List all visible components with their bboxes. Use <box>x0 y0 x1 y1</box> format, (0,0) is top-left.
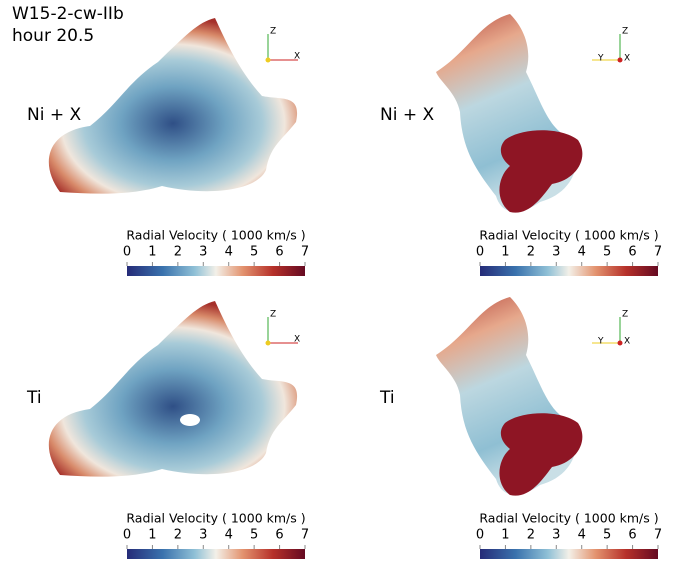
colorbar-tick-label: 0 <box>123 528 131 543</box>
colorbar-tick-label: 3 <box>199 245 207 260</box>
panel-label: Ti <box>379 388 395 408</box>
colorbar-tick-label: 3 <box>552 245 560 260</box>
render <box>436 297 583 496</box>
colorbar-title: Radial Velocity ( 1000 km/s ) <box>479 228 658 243</box>
colorbar-tick-label: 0 <box>123 245 131 260</box>
axis-label: Z <box>622 27 628 37</box>
axis-origin <box>617 340 623 346</box>
render <box>436 14 583 213</box>
colorbar-tick-label: 7 <box>301 245 309 260</box>
axis-origin <box>265 340 271 346</box>
colorbar-tick-label: 5 <box>603 245 611 260</box>
render <box>48 18 298 194</box>
colorbar-tick-label: 3 <box>199 528 207 543</box>
colorbar-tick-label: 0 <box>476 528 484 543</box>
panel-label: Ti <box>26 388 42 408</box>
axis-label: X <box>624 54 630 64</box>
colorbar-tick-label: 7 <box>654 245 662 260</box>
colorbar-tick-label: 4 <box>225 245 233 260</box>
colorbar <box>480 266 658 276</box>
axis-origin <box>617 57 623 63</box>
colorbar-tick-label: 4 <box>578 528 586 543</box>
colorbar-tick-label: 2 <box>174 528 182 543</box>
colorbar-tick-label: 2 <box>174 245 182 260</box>
colorbar-tick-label: 1 <box>148 528 156 543</box>
colorbar-tick-label: 1 <box>501 528 509 543</box>
render-lobe <box>499 413 583 496</box>
colorbar <box>127 549 305 559</box>
colorbar-tick-label: 4 <box>225 528 233 543</box>
colorbar-title: Radial Velocity ( 1000 km/s ) <box>479 511 658 526</box>
colorbar-tick-label: 2 <box>527 528 535 543</box>
colorbar-tick-label: 7 <box>654 528 662 543</box>
axis-origin <box>265 57 271 63</box>
colorbar <box>127 266 305 276</box>
panel: Ti Z X Radial Velocity ( 1000 km/s ) 0 1 2 3 4 5 6… <box>26 301 309 559</box>
colorbar-tick-label: 5 <box>250 245 258 260</box>
colorbar-tick-label: 7 <box>301 528 309 543</box>
axis-label: X <box>624 337 630 347</box>
subtitle: hour 20.5 <box>12 26 94 46</box>
colorbar-tick-label: 5 <box>603 528 611 543</box>
colorbar-tick-label: 6 <box>275 528 283 543</box>
axis-label: Y <box>597 54 604 64</box>
colorbar-tick-label: 4 <box>578 245 586 260</box>
panel: Ti Z Y X Radial Velocity ( 1000 km/s ) 0 1 2 3 4 5… <box>379 297 662 559</box>
axis-label: X <box>294 52 300 62</box>
colorbar-tick-label: 1 <box>148 245 156 260</box>
colorbar-tick-label: 5 <box>250 528 258 543</box>
render <box>48 301 298 477</box>
colorbar-tick-label: 6 <box>628 245 636 260</box>
colorbar-tick-label: 3 <box>552 528 560 543</box>
axis-label: X <box>294 335 300 345</box>
render-lobe <box>499 130 583 213</box>
panel: Ni + X Z Y X Radial Velocity ( 1000 km/s ) 0 1… <box>380 14 662 276</box>
colorbar-tick-label: 6 <box>628 528 636 543</box>
axis-label: Z <box>270 310 276 320</box>
axis-label: Z <box>270 27 276 37</box>
colorbar-tick-label: 6 <box>275 245 283 260</box>
axis-label: Z <box>622 310 628 320</box>
panel-label: Ni + X <box>380 105 434 125</box>
colorbar-tick-label: 2 <box>527 245 535 260</box>
axis-label: Y <box>597 337 604 347</box>
colorbar-title: Radial Velocity ( 1000 km/s ) <box>126 511 305 526</box>
hole <box>180 414 200 426</box>
colorbar <box>480 549 658 559</box>
colorbar-tick-label: 0 <box>476 245 484 260</box>
panel-label: Ni + X <box>27 105 81 125</box>
title: W15-2-cw-IIb <box>12 4 124 24</box>
colorbar-title: Radial Velocity ( 1000 km/s ) <box>126 228 305 243</box>
panel: Ni + X Z X Radial Velocity ( 1000 km/s ) 0 1 2… <box>27 18 309 276</box>
colorbar-tick-label: 1 <box>501 245 509 260</box>
